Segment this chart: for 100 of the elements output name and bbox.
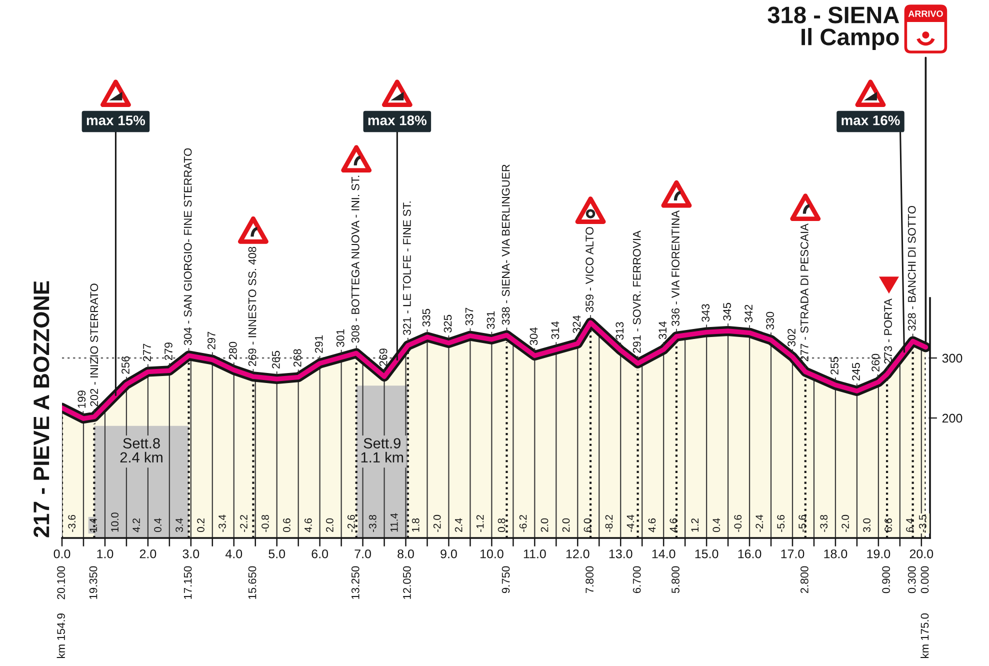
data-label: 255 xyxy=(830,356,838,374)
data-label: 343 xyxy=(702,304,710,322)
text: km 154.9 xyxy=(56,614,65,658)
annotation: max 15% xyxy=(86,115,146,126)
annotation: 10.0 xyxy=(111,512,119,532)
annotation: 2.0 xyxy=(326,518,334,532)
text: ARRIVO xyxy=(908,10,943,17)
data-label: 336 - VIA FIORENTINA xyxy=(672,210,680,326)
x2-tick-label: 20.100 xyxy=(57,566,65,600)
x2-tick-label: 19.350 xyxy=(89,566,98,599)
annotation: -4.4 xyxy=(626,514,634,532)
data-label: 269 - INNESTO SS. 408 xyxy=(248,246,256,366)
data-label: 277 - STRADA DI PESCAIA xyxy=(800,224,808,362)
x-tick-label: 11.0 xyxy=(524,549,546,558)
annotation: max 16% xyxy=(842,115,900,126)
annotation: -3.5 xyxy=(918,514,926,532)
data-label: 313 xyxy=(616,322,624,340)
x2-tick-label: 0.000 xyxy=(920,566,929,594)
annotation: 0.4 xyxy=(154,518,162,532)
annotation: -3.8 xyxy=(820,514,828,532)
x-tick-label: 18.0 xyxy=(824,549,848,558)
data-label: 338 - SIENA- VIA BERLINGUER xyxy=(502,164,510,325)
data-label: 202 - INIZIO STERRATO xyxy=(90,284,98,406)
annotation: -3.8 xyxy=(368,514,376,532)
data-label: 297 xyxy=(208,332,216,350)
data-label: 328 - BANCHI DI SOTTO xyxy=(908,206,916,331)
data-label: 314 xyxy=(658,321,667,340)
annotation: -6.2 xyxy=(519,515,527,532)
x-tick-label: 13.0 xyxy=(609,549,632,558)
x-tick-label: 12.0 xyxy=(566,549,590,558)
annotation: 1.2 xyxy=(691,518,699,532)
data-label: 245 xyxy=(852,362,860,380)
x-tick-label: 20.0 xyxy=(910,549,934,558)
x2-tick-label: 2.800 xyxy=(800,566,808,594)
annotation: -3.6 xyxy=(68,514,76,532)
x-tick-label: 17.0 xyxy=(781,549,804,558)
x-tick-label: 3.0 xyxy=(182,549,200,558)
annotation: 4.6 xyxy=(304,518,312,532)
band-label: Sett.9 1.1 km xyxy=(361,438,404,462)
annotation: -0.6 xyxy=(734,514,742,532)
annotation: 6.0 xyxy=(584,518,592,532)
annotation: -8.2 xyxy=(605,515,613,532)
data-label: 217 - PIEVE A BOZZONE xyxy=(34,281,50,538)
data-label: 325 xyxy=(444,314,452,333)
annotation: 0.2 xyxy=(197,518,204,532)
data-label: 345 xyxy=(723,302,732,321)
data-label: 291 - SOVR. FERROVIA xyxy=(632,230,641,353)
data-label: 277 xyxy=(143,344,151,362)
x2-tick-label: 13.250 xyxy=(351,566,360,599)
x-tick-label: 5.0 xyxy=(268,549,286,558)
x-tick-label: 8.0 xyxy=(398,549,414,558)
data-label: 304 xyxy=(530,327,538,346)
data-label: 304 - SAN GIORGIO- FINE STERRATO xyxy=(184,148,192,346)
annotation: -5.6 xyxy=(777,514,785,532)
x2-tick-label: 0.900 xyxy=(882,566,890,594)
x-tick-label: 16.0 xyxy=(738,549,762,558)
data-label: 314 xyxy=(551,321,560,340)
annotation: -2.4 xyxy=(756,514,763,532)
data-label: 335 xyxy=(422,308,430,327)
annotation: 6.4 xyxy=(906,518,914,532)
data-label: 260 xyxy=(872,354,880,372)
annotation: 3.4 xyxy=(176,518,183,532)
band-label: Sett.8 2.4 km xyxy=(120,438,162,462)
x2-tick-label: 6.700 xyxy=(632,566,641,594)
data-label: 308 - BOTTEGA NUOVA - INI. ST. xyxy=(351,176,360,343)
data-label: 279 xyxy=(164,342,172,360)
annotation: 3.0 xyxy=(863,518,870,532)
x-tick-label: 7.0 xyxy=(354,549,371,558)
annotation: 0.6 xyxy=(283,518,290,532)
x-tick-label: 4.0 xyxy=(225,549,242,558)
data-label: 331 xyxy=(486,311,495,329)
x-tick-label: 15.0 xyxy=(695,549,718,558)
data-label: 256 xyxy=(122,356,130,374)
annotation: -1.2 xyxy=(476,515,484,532)
annotation: max 18% xyxy=(368,115,427,126)
annotation: -2.0 xyxy=(433,514,441,532)
x-tick-label: 10.0 xyxy=(480,549,504,558)
x-tick-label: 9.0 xyxy=(440,549,457,558)
data-label: 342 xyxy=(744,304,753,322)
text: km 175.0 xyxy=(920,613,929,658)
x-tick-label: 1.0 xyxy=(97,549,114,558)
annotation: 4.2 xyxy=(132,518,140,532)
data-label: 321 - LE TOLFE - FINE ST. xyxy=(403,202,411,335)
data-label: 291 xyxy=(314,335,323,353)
x2-tick-label: 17.150 xyxy=(184,566,192,599)
annotation: -2.2 xyxy=(240,515,248,532)
data-label: 337 xyxy=(465,308,474,326)
annotation: 1.4 xyxy=(90,518,97,532)
y-tick-label: 300 xyxy=(942,354,962,363)
x2-tick-label: 15.650 xyxy=(248,566,256,599)
annotation: 2.4 xyxy=(454,518,462,532)
data-label: 302 xyxy=(788,328,796,346)
annotation: -2.6 xyxy=(347,514,355,532)
data-label: 268 xyxy=(293,349,302,367)
annotation: 11.4 xyxy=(390,513,398,532)
x-tick-label: 0.0 xyxy=(54,549,70,558)
x2-tick-label: 12.050 xyxy=(403,566,411,599)
data-label: 359 - VICO ALTO xyxy=(586,227,594,312)
data-label: 280 xyxy=(228,342,237,360)
annotation: 4.6 xyxy=(648,518,656,532)
